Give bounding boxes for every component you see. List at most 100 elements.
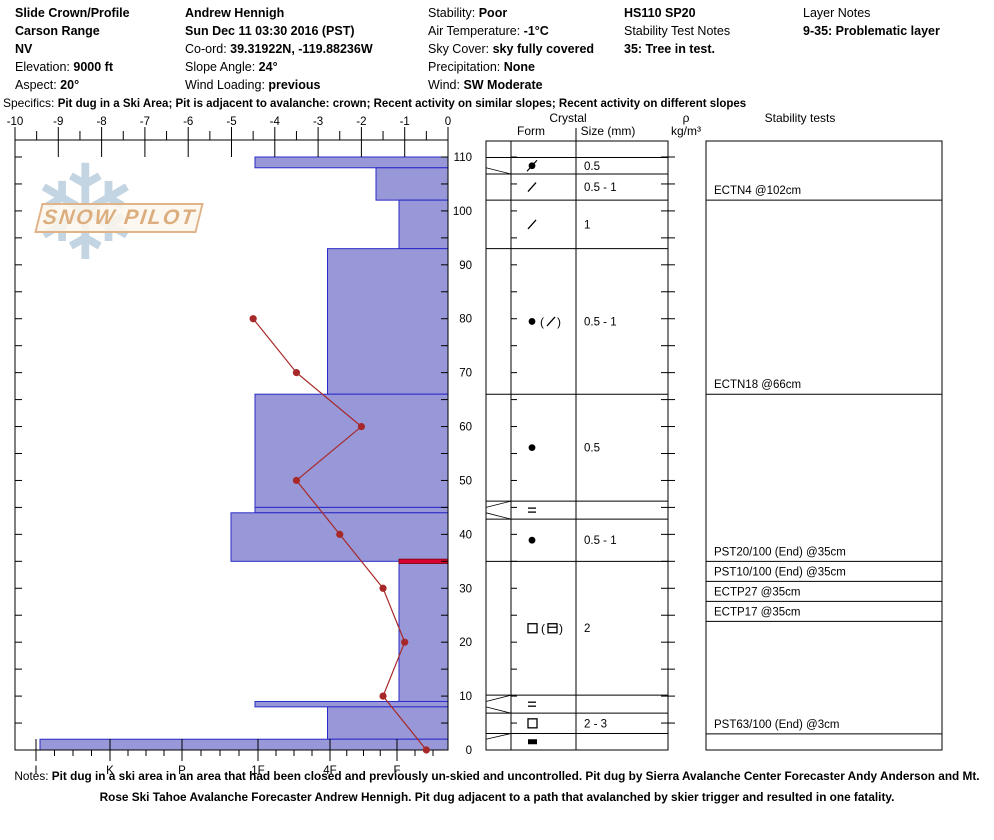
- paren: (: [540, 315, 544, 329]
- stability-test-label: PST10/100 (End) @35cm: [714, 566, 846, 578]
- date: Sun Dec 11 03:30 2016 (PST): [185, 24, 355, 38]
- aspect: Aspect: 20°: [15, 78, 80, 92]
- state: NV: [15, 42, 33, 56]
- header-test-notes-column: HS110 SP20 Stability Test Notes 35: Tree…: [624, 4, 730, 58]
- thin-layer-callout: [485, 733, 512, 740]
- thin-layer-callout: [485, 694, 512, 702]
- grain-size-value: 2: [584, 623, 590, 635]
- temperature-point: [357, 422, 365, 431]
- crystal-row: 0.5: [528, 443, 600, 455]
- depth-axis: 0 10 20 30 40 50 60 70 80 90 100 110: [15, 152, 472, 757]
- depth-label: 40: [459, 529, 472, 541]
- temperature-point: [292, 369, 301, 377]
- depth-label: 100: [453, 206, 472, 218]
- snow-layer-bar: [327, 706, 449, 740]
- stability-test-label: PST63/100 (End) @3cm: [714, 719, 839, 731]
- temp-tick-label: -8: [96, 116, 106, 128]
- hardness-tick-label: I: [34, 765, 37, 777]
- crystal-row: () 2: [527, 622, 590, 636]
- depth-label: 110: [454, 152, 472, 164]
- temp-tick-label: -1: [400, 116, 410, 128]
- temp-tick-label: -3: [313, 116, 323, 128]
- snow-layer-bar: [398, 560, 449, 702]
- crystal-row: 1: [527, 219, 590, 231]
- header-location-column: Slide Crown/Profile Carson Range NV Elev…: [15, 4, 130, 94]
- notes-section: Notes: Pit dug in a ski area in an area …: [14, 769, 980, 804]
- depth-label: 0: [466, 745, 472, 757]
- form-symbol-rounded: [528, 536, 536, 544]
- hardness-tick-label: F: [393, 765, 400, 777]
- density-header: ρ: [683, 111, 690, 125]
- crystal-row: 0.5 - 1: [528, 535, 617, 547]
- size-header: Size (mm): [581, 124, 636, 138]
- hardness-tick-label: K: [106, 765, 114, 777]
- wind-loading: Wind Loading: previous: [185, 78, 321, 92]
- crystal-row: [528, 701, 536, 707]
- form-symbol-rounded: [528, 318, 536, 325]
- depth-label: 20: [459, 637, 472, 649]
- form-header: Form: [517, 124, 545, 138]
- slope-angle: Slope Angle: 24°: [185, 60, 278, 74]
- observer: Andrew Hennigh: [185, 6, 285, 20]
- grain-size-value: 0.5: [584, 443, 600, 455]
- precipitation: Precipitation: None: [428, 60, 535, 74]
- depth-label: 10: [459, 691, 472, 703]
- crystal-row: () 0.5 - 1: [528, 315, 617, 329]
- form-symbol-facets-rounding: [547, 623, 558, 634]
- snow-layer-bar: [327, 248, 449, 395]
- grain-size-value: 0.5 - 1: [584, 535, 617, 547]
- stability-test-label: ECTN4 @102cm: [714, 185, 801, 197]
- hardness-tick-label: 4F: [323, 765, 336, 777]
- form-symbol-rounded: [528, 444, 536, 452]
- crystal-header: Crystal: [549, 111, 586, 125]
- depth-label: 50: [459, 475, 472, 487]
- form-symbol-slash: [526, 159, 538, 172]
- grain-size-value: 1: [584, 219, 590, 231]
- depth-label: 60: [459, 422, 472, 434]
- hardness-tick-label: P: [178, 765, 186, 777]
- grain-size-value: 0.5 - 1: [584, 182, 617, 194]
- stability-test-notes-title: Stability Test Notes: [624, 24, 731, 38]
- hardness-axis: I K P 1F 4F F: [34, 739, 434, 777]
- header-observer-column: Andrew Hennigh Sun Dec 11 03:30 2016 (PS…: [185, 4, 373, 94]
- layer-notes-title: Layer Notes: [803, 6, 871, 20]
- temperature-point: [379, 692, 387, 700]
- depth-label: 90: [459, 260, 472, 272]
- snow-layer-bar: [398, 199, 449, 250]
- table-headers: Crystal Form Size (mm) ρkg/m³ Stability test…: [517, 111, 835, 138]
- stability-test-note: 35: Tree in test.: [624, 42, 716, 56]
- snow-layer-bar: [254, 393, 449, 508]
- crystal-table-border: [485, 140, 669, 751]
- grain-size-value: 0.5 - 1: [584, 316, 617, 328]
- snow-layer-bar: [39, 738, 449, 751]
- temperature-axis: -10 -9 -8 -7 -6 -5 -4 -3 -2 -1 0: [7, 116, 451, 157]
- stability-test-label: ECTP27 @35cm: [714, 586, 800, 598]
- depth-label: 30: [459, 583, 472, 595]
- wind: Wind: SW Moderate: [428, 78, 543, 92]
- crystal-table: 0.5 0.5 - 1 1 () 0.5 - 1 0.5 0.5 - 1 () 2 2 - 3: [485, 128, 675, 751]
- sky-cover: Sky Cover: sky fully covered: [428, 42, 595, 56]
- grain-size-value: 0.5: [584, 161, 600, 173]
- snow-layer-bar: [375, 167, 449, 201]
- grain-size-value: 2 - 3: [584, 718, 607, 730]
- stability-tests-table: ECTN4 @102cm ECTN18 @66cm PST20/100 (End) …: [705, 140, 943, 751]
- density-unit-header: kg/m³: [671, 124, 701, 138]
- form-symbol-fragments: [546, 316, 556, 327]
- elevation: Elevation: 9000 ft: [15, 60, 113, 74]
- temperature-point: [292, 476, 301, 485]
- form-symbol-facets: [527, 718, 538, 729]
- paren: ): [559, 622, 563, 636]
- depth-label: 80: [459, 314, 472, 326]
- stability-tests-header: Stability tests: [765, 111, 836, 125]
- stability: Stability: Poor: [428, 6, 508, 20]
- crystal-row: 2 - 3: [527, 718, 607, 730]
- stability-test-label: ECTP17 @35cm: [714, 606, 800, 618]
- temperature-point: [401, 638, 409, 646]
- pit-name: Slide Crown/Profile: [15, 6, 130, 20]
- layer-note: 9-35: Problematic layer: [803, 24, 940, 38]
- stability-table-border: [705, 140, 943, 751]
- header-layer-notes-column: Layer Notes 9-35: Problematic layer: [803, 4, 940, 40]
- temp-tick-label: -2: [356, 116, 366, 128]
